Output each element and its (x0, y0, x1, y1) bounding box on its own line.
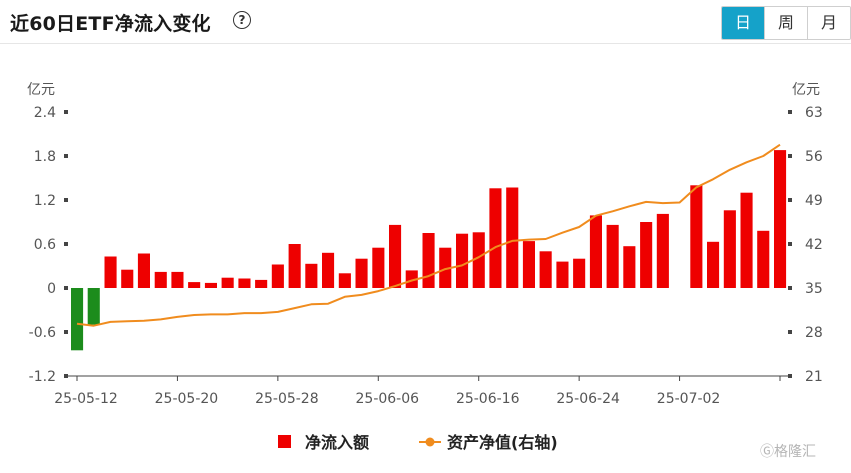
left-tick-label: 1.8 (34, 149, 56, 165)
inflow-bar (556, 261, 569, 288)
page-title: 近60日ETF净流入变化 (10, 13, 211, 35)
right-axis-unit: 亿元 (792, 82, 820, 98)
inflow-bar (255, 279, 268, 288)
net-asset-line-path (76, 143, 781, 327)
inflow-bar (87, 288, 100, 325)
inflow-bar (422, 233, 435, 288)
tab-month[interactable]: 月 (807, 7, 850, 39)
inflow-bar (472, 232, 485, 288)
inflow-bar (573, 258, 586, 288)
inflow-bar (389, 224, 402, 288)
inflow-bar (221, 277, 234, 288)
inflow-bar (305, 263, 318, 288)
inflow-bar (656, 213, 669, 288)
inflow-bar (372, 247, 385, 288)
inflow-bar (288, 244, 301, 288)
right-tick-mark (788, 110, 792, 114)
inflow-bar (405, 270, 418, 288)
right-tick-mark (788, 330, 792, 334)
right-tick-mark (788, 242, 792, 246)
inflow-bar (489, 188, 502, 288)
inflow-bar (774, 150, 787, 288)
legend-swatch-dot (425, 437, 435, 447)
x-axis: 25-05-12 25-05-20 25-05-28 25-06-06 25-06-16… (54, 375, 790, 407)
inflow-bar (121, 269, 134, 288)
x-tick-label: 25-05-12 (54, 391, 118, 407)
inflow-bar (154, 271, 167, 288)
inflow-bar (623, 246, 636, 288)
right-tick-label: 21 (805, 369, 823, 385)
left-tick-label: 0 (47, 281, 56, 297)
left-tick-label: 0.6 (34, 237, 56, 253)
inflow-bar (522, 241, 535, 288)
right-axis: 亿元 63 56 49 42 35 28 21 (788, 82, 823, 385)
tab-day[interactable]: 日 (722, 7, 764, 39)
left-tick-mark (64, 242, 68, 246)
right-tick-label: 49 (805, 193, 823, 209)
inflow-bar (71, 288, 84, 351)
legend-label-inflow: 净流入额 (305, 433, 369, 452)
inflow-bar (539, 251, 552, 288)
inflow-bar (204, 282, 217, 288)
left-axis-unit: 亿元 (27, 82, 55, 98)
inflow-bar (707, 241, 720, 288)
inflow-bar (690, 185, 703, 288)
right-tick-label: 35 (805, 281, 823, 297)
legend: 净流入额 资产净值(右轴) (278, 433, 558, 452)
left-tick-mark (64, 330, 68, 334)
etf-flow-chart: 亿元 2.4 1.8 1.2 0.6 0 -0.6 -1.2 亿元 63 56 49 42 35 28 21… (27, 82, 823, 452)
inflow-bar (355, 258, 368, 288)
left-tick-label: -0.6 (29, 325, 56, 341)
inflow-bar (188, 282, 201, 288)
inflow-bar (456, 233, 469, 288)
left-tick-label: -1.2 (29, 369, 56, 385)
inflow-bar (589, 215, 602, 288)
period-tabs: 日 周 月 (721, 6, 851, 40)
legend-label-nav: 资产净值(右轴) (447, 433, 558, 452)
x-tick-label: 25-06-06 (356, 391, 420, 407)
inflow-bar (137, 253, 150, 288)
inflow-bar (723, 210, 736, 288)
inflow-bar (740, 192, 753, 288)
left-tick-mark (64, 154, 68, 158)
right-tick-label: 56 (805, 149, 823, 165)
left-tick-label: 2.4 (34, 105, 56, 121)
net-asset-line (76, 143, 781, 327)
net-inflow-bars (71, 150, 787, 351)
inflow-bar (171, 271, 184, 288)
inflow-bar (439, 247, 452, 288)
x-tick-label: 25-06-16 (456, 391, 520, 407)
left-tick-label: 1.2 (34, 193, 56, 209)
left-axis: 亿元 2.4 1.8 1.2 0.6 0 -0.6 -1.2 (27, 82, 68, 385)
inflow-bar (322, 252, 335, 288)
inflow-bar (238, 278, 251, 288)
left-tick-mark (64, 286, 68, 290)
right-tick-mark (788, 154, 792, 158)
right-tick-label: 63 (805, 105, 823, 121)
right-tick-mark (788, 286, 792, 290)
inflow-bar (506, 187, 519, 288)
legend-swatch-bar (278, 435, 291, 448)
right-tick-label: 28 (805, 325, 823, 341)
inflow-bar (104, 256, 117, 288)
inflow-bar (640, 222, 653, 288)
left-tick-mark (64, 198, 68, 202)
right-tick-label: 42 (805, 237, 823, 253)
header: 近60日ETF净流入变化 ? 日 周 月 (0, 0, 851, 44)
watermark-logo: Ⓖ格隆汇 (760, 444, 816, 460)
x-tick-label: 25-07-02 (657, 391, 721, 407)
tab-week[interactable]: 周 (764, 7, 807, 39)
left-tick-mark (64, 110, 68, 114)
inflow-bar (338, 273, 351, 288)
inflow-bar (606, 224, 619, 288)
x-tick-label: 25-05-28 (255, 391, 319, 407)
question-circle-icon[interactable]: ? (233, 11, 251, 29)
x-tick-label: 25-06-24 (556, 391, 620, 407)
x-tick-label: 25-05-20 (155, 391, 219, 407)
inflow-bar (271, 264, 284, 288)
left-tick-mark (64, 374, 68, 378)
right-tick-mark (788, 198, 792, 202)
inflow-bar (757, 230, 770, 288)
